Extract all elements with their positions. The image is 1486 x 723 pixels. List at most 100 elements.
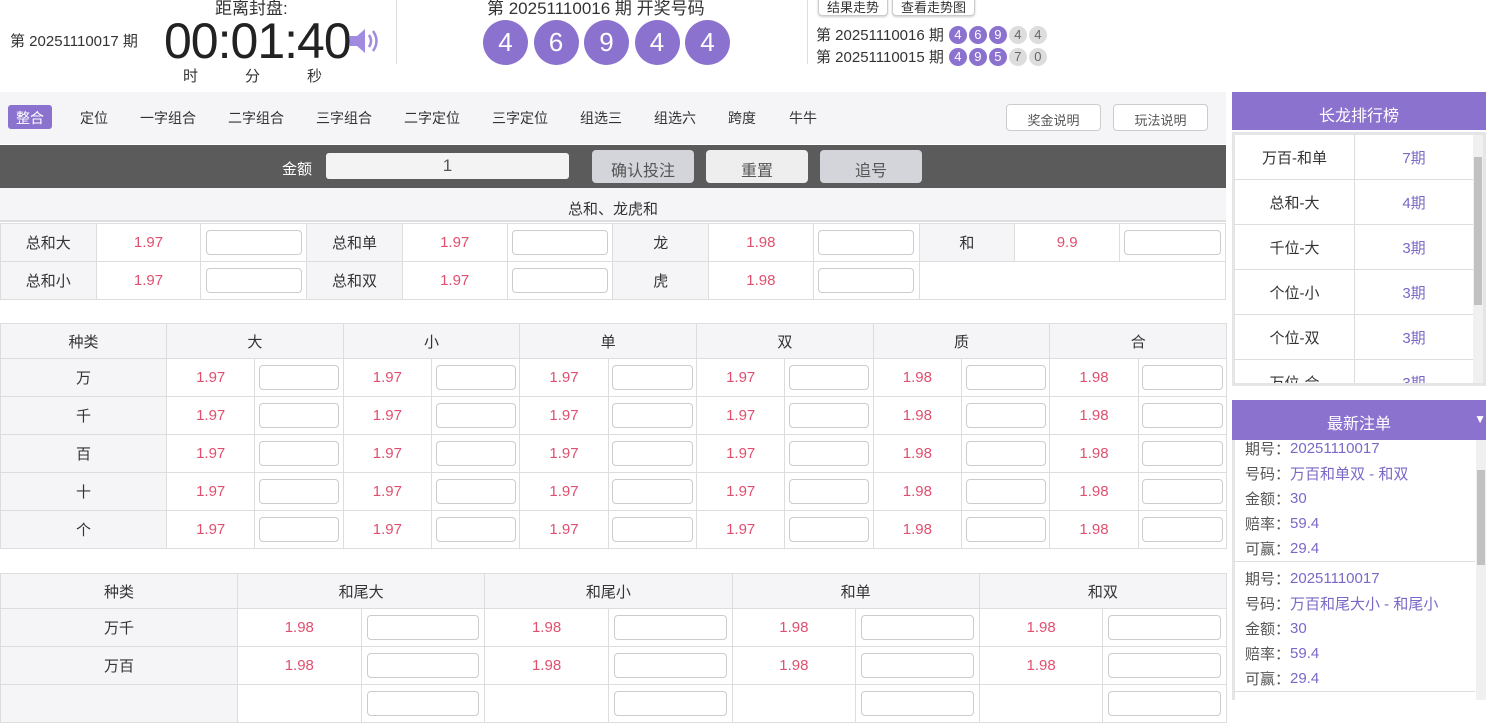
bet-amount-input[interactable] <box>612 441 693 466</box>
bet-amount-input[interactable] <box>1142 479 1223 504</box>
column-header: 小 <box>342 323 521 359</box>
bet-amount-input[interactable] <box>1142 403 1223 428</box>
prize-info-button[interactable]: 奖金说明 <box>1006 104 1101 131</box>
bet-amount-input[interactable] <box>965 479 1046 504</box>
bet-amount-input[interactable] <box>965 441 1046 466</box>
bet-amount-input[interactable] <box>612 403 693 428</box>
odds-value <box>484 684 609 723</box>
reset-button[interactable]: 重置 <box>706 150 808 183</box>
bet-amount-input[interactable] <box>435 403 516 428</box>
countdown: 00:01:40 <box>164 13 352 69</box>
confirm-bet-button[interactable]: 确认投注 <box>592 150 694 183</box>
bet-amount-input[interactable] <box>613 653 727 678</box>
tab-item[interactable]: 组选六 <box>654 110 696 126</box>
feed-scrollbar[interactable] <box>1476 440 1486 700</box>
bet-amount-input[interactable] <box>511 230 609 255</box>
odds-value <box>237 684 362 723</box>
tab-item[interactable]: 跨度 <box>728 110 756 126</box>
record-value: 30 <box>1290 490 1307 507</box>
amount-input[interactable] <box>326 153 569 179</box>
bet-amount-input[interactable] <box>366 615 480 640</box>
bet-amount-input[interactable] <box>788 403 870 428</box>
bet-amount-input[interactable] <box>258 365 340 390</box>
odds-value: 1.97 <box>342 510 433 549</box>
rules-button[interactable]: 玩法说明 <box>1113 104 1208 131</box>
bet-amount-input[interactable] <box>965 517 1046 542</box>
bet-amount-input[interactable] <box>861 615 974 640</box>
caret-down-icon[interactable]: ▼ <box>1474 412 1486 426</box>
bet-amount-input[interactable] <box>258 517 340 542</box>
bet-amount-input[interactable] <box>366 691 480 716</box>
tab-item[interactable]: 一字组合 <box>140 110 196 126</box>
bet-amount-input[interactable] <box>511 268 609 293</box>
minute-unit: 分 <box>245 68 261 85</box>
tab-item[interactable]: 牛牛 <box>789 110 817 126</box>
bet-amount-input[interactable] <box>1142 365 1223 390</box>
bet-amount-input[interactable] <box>788 479 870 504</box>
record-line: 赔率： 59.4 <box>1245 511 1465 536</box>
result-trend-button[interactable]: 结果走势 <box>818 0 889 16</box>
bet-amount-input[interactable] <box>861 653 974 678</box>
bet-amount-input[interactable] <box>612 517 693 542</box>
bet-amount-input[interactable] <box>612 365 693 390</box>
tab-item[interactable]: 组选三 <box>580 110 622 126</box>
trend-chart-button[interactable]: 查看走势图 <box>892 0 976 16</box>
column-header: 种类 <box>0 323 167 359</box>
bet-amount-input[interactable] <box>435 441 516 466</box>
draw-ball: 4 <box>483 20 528 65</box>
bet-amount-input[interactable] <box>1142 517 1223 542</box>
bet-amount-input[interactable] <box>258 479 340 504</box>
bet-amount-input[interactable] <box>366 653 480 678</box>
table-row: 个 1.97 1.97 1.97 1.97 1.98 1.98 <box>0 510 1228 549</box>
tab-item[interactable]: 整合 <box>8 105 52 129</box>
ranking-value: 3期 <box>1402 284 1426 302</box>
bet-amount-input[interactable] <box>435 479 516 504</box>
position-table: 种类大小单双质合万 1.97 1.97 1.97 1.97 1.98 1.98 千 1.97 1.… <box>0 323 1228 549</box>
bet-input-cell <box>1137 358 1228 397</box>
bet-amount-input[interactable] <box>818 230 915 255</box>
tab-item[interactable]: 定位 <box>80 110 108 126</box>
chase-button[interactable]: 追号 <box>820 150 922 183</box>
bet-amount-input[interactable] <box>965 365 1046 390</box>
bet-amount-input[interactable] <box>435 517 516 542</box>
bet-amount-input[interactable] <box>1124 230 1221 255</box>
bet-amount-input[interactable] <box>788 441 870 466</box>
bet-amount-input[interactable] <box>613 691 727 716</box>
tab-item[interactable]: 三字组合 <box>316 110 372 126</box>
odds-value: 1.98 <box>872 472 963 511</box>
bet-amount-input[interactable] <box>788 517 870 542</box>
bet-amount-input[interactable] <box>788 365 870 390</box>
bet-amount-input[interactable] <box>1142 441 1223 466</box>
odds-value: 1.97 <box>401 223 508 262</box>
section-title: 总和、龙虎和 <box>0 188 1226 222</box>
column-header: 合 <box>1049 323 1228 359</box>
tab-item[interactable]: 三字定位 <box>492 110 548 126</box>
bet-input-cell <box>607 358 698 397</box>
odds-value: 1.97 <box>696 510 786 549</box>
tab-item[interactable]: 二字组合 <box>228 110 284 126</box>
bet-amount-input[interactable] <box>965 403 1046 428</box>
bet-amount-input[interactable] <box>1108 615 1222 640</box>
ranking-value: 3期 <box>1402 374 1426 386</box>
bet-amount-input[interactable] <box>435 365 516 390</box>
bet-amount-input[interactable] <box>205 230 303 255</box>
bet-input-cell <box>784 434 874 473</box>
bet-amount-input[interactable] <box>258 441 340 466</box>
odds-value: 1.97 <box>165 472 256 511</box>
bet-amount-input[interactable] <box>1108 653 1222 678</box>
bet-amount-input[interactable] <box>258 403 340 428</box>
bet-amount-input[interactable] <box>861 691 974 716</box>
speaker-icon[interactable] <box>348 26 384 56</box>
bet-input-cell <box>855 684 980 723</box>
bet-amount-input[interactable] <box>613 615 727 640</box>
ranking-value: 3期 <box>1402 239 1426 257</box>
bet-amount-input[interactable] <box>818 268 915 293</box>
bet-record: 期号： 20251110017 号码： 万百和单双 - 和双 金额： 30 赔率： 59.4 可… <box>1235 440 1475 562</box>
bet-amount-input[interactable] <box>205 268 303 293</box>
bet-input-cell <box>812 261 920 300</box>
tab-item[interactable]: 二字定位 <box>404 110 460 126</box>
ranking-scrollbar[interactable] <box>1473 135 1483 383</box>
bet-amount-input[interactable] <box>1108 691 1222 716</box>
bet-amount-input[interactable] <box>612 479 693 504</box>
